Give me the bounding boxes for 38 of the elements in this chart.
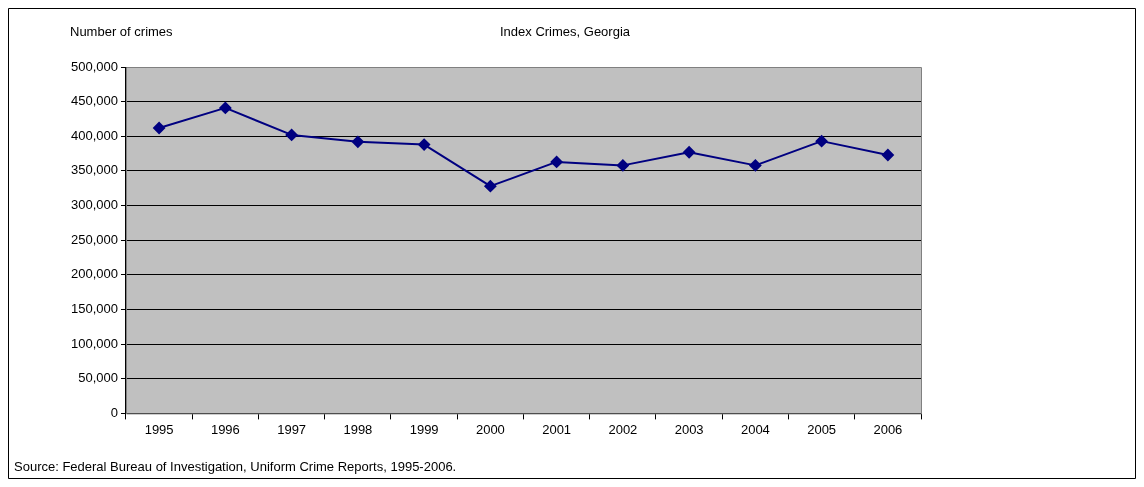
x-tick-label: 1999 (409, 421, 439, 437)
point (881, 148, 894, 161)
y-tick-label: 250,000 (70, 231, 118, 247)
y-axis-title: Number of crimes (70, 23, 174, 39)
point (616, 159, 629, 172)
y-tick-label: 350,000 (70, 162, 118, 178)
y-tick-label: 200,000 (70, 266, 118, 282)
x-tick-label: 1995 (144, 421, 174, 437)
chart-title: Index Crimes, Georgia (499, 23, 631, 39)
x-tick-label: 1996 (210, 421, 240, 437)
x-tick-label: 2000 (475, 421, 505, 437)
point (815, 135, 828, 148)
y-tick-label: 400,000 (70, 127, 118, 143)
x-tick-label: 1997 (277, 421, 307, 437)
point (153, 121, 166, 134)
x-tick-label: 2001 (542, 421, 572, 437)
y-tick-label: 0 (110, 404, 118, 420)
y-tick-label: 450,000 (70, 93, 118, 109)
y-tick-label: 500,000 (70, 58, 118, 74)
x-tick-label: 2002 (608, 421, 638, 437)
point (219, 101, 232, 114)
point (484, 180, 497, 193)
point (285, 128, 298, 141)
x-tick-label: 2005 (807, 421, 837, 437)
source-note: Source: Federal Bureau of Investigation, Uniform Crime Reports, 1995-2006. (14, 458, 457, 474)
x-tick-label: 2006 (873, 421, 903, 437)
point (418, 138, 431, 151)
y-tick-label: 150,000 (70, 301, 118, 317)
x-tick-label: 1998 (343, 421, 373, 437)
x-tick-label: 2003 (674, 421, 704, 437)
point (351, 135, 364, 148)
x-tick-label: 2004 (740, 421, 770, 437)
y-tick-label: 50,000 (78, 370, 118, 386)
y-tick-label: 100,000 (70, 335, 118, 351)
point (749, 159, 762, 172)
point (683, 146, 696, 159)
y-tick-label: 300,000 (70, 197, 118, 213)
point (550, 155, 563, 168)
